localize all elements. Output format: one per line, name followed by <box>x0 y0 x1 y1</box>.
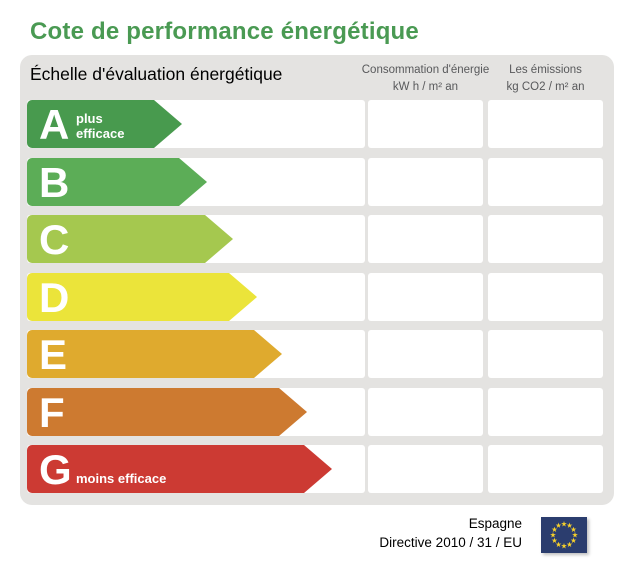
grade-letter: E <box>39 331 68 378</box>
arrow-tip-icon <box>154 100 182 148</box>
rating-bar-C: C <box>27 215 233 263</box>
emissions-value-cell <box>488 330 603 378</box>
rating-bar-track: F <box>27 387 365 436</box>
grade-letter: D <box>39 273 70 321</box>
arrow-tip-icon <box>254 330 282 378</box>
rating-bar-F: F <box>27 387 307 436</box>
rating-bar-track: D <box>27 272 365 321</box>
eu-star-icon <box>561 543 567 549</box>
grade-letter: G <box>39 446 72 493</box>
emissions-column-header: Les émissions kg CO2 / m² an <box>476 62 615 96</box>
rating-bar-track: B <box>27 157 365 206</box>
emissions-value-cell <box>488 387 603 436</box>
footer-text: Espagne Directive 2010 / 31 / EU <box>379 515 522 552</box>
consumption-value-cell <box>368 215 483 263</box>
country-label: Espagne <box>468 516 522 531</box>
eu-star-icon <box>550 532 556 538</box>
emissions-header-line1: Les émissions <box>509 64 582 76</box>
consumption-value-cell <box>368 272 483 321</box>
rating-row-D: D <box>27 272 607 321</box>
grade-letter: F <box>39 388 65 436</box>
eu-star-icon <box>555 522 562 528</box>
eu-star-icon <box>566 541 573 547</box>
eu-star-icon <box>551 537 558 543</box>
rating-bar-track: C <box>27 215 365 263</box>
eu-star-icon <box>570 537 577 543</box>
scale-title: Échelle d'évaluation énergétique <box>30 64 283 84</box>
eu-flag-icon <box>541 517 587 553</box>
eu-star-icon <box>551 526 558 532</box>
eu-star-icon <box>570 526 577 532</box>
rating-row-B: B <box>27 157 607 206</box>
page-title: Cote de performance énergétique <box>30 18 419 45</box>
consumption-value-cell <box>368 387 483 436</box>
rating-bar-E: E <box>27 330 282 378</box>
consumption-value-cell <box>368 100 483 148</box>
eu-star-icon <box>566 522 573 528</box>
arrow-tip-icon <box>229 272 257 321</box>
directive-label: Directive 2010 / 31 / EU <box>379 534 522 550</box>
efficiency-note: plus efficace <box>76 111 125 141</box>
consumption-value-cell <box>368 445 483 493</box>
arrow-tip-icon <box>304 445 332 493</box>
rating-bar-track: E <box>27 330 365 378</box>
emissions-header-units: kg CO2 / m² an <box>506 81 585 93</box>
emissions-value-cell <box>488 445 603 493</box>
rating-panel: Échelle d'évaluation énergétique Consomm… <box>20 55 614 505</box>
grade-letter: A <box>39 101 70 148</box>
consumption-value-cell <box>368 330 483 378</box>
rating-bar-B: B <box>27 157 207 206</box>
rating-row-E: E <box>27 330 607 378</box>
emissions-value-cell <box>488 272 603 321</box>
arrow-tip-icon <box>279 387 307 436</box>
rating-row-C: C <box>27 215 607 263</box>
efficiency-note: moins efficace <box>76 471 167 486</box>
consumption-header-line1: Consommation d'énergie <box>361 64 490 76</box>
emissions-value-cell <box>488 100 603 148</box>
arrow-tip-icon <box>205 215 233 263</box>
consumption-header-units: kW h / m² an <box>392 81 459 93</box>
grade-letter: B <box>39 158 70 206</box>
grade-letter: C <box>39 216 70 263</box>
eu-star-icon <box>555 541 562 547</box>
emissions-value-cell <box>488 215 603 263</box>
consumption-column-header: Consommation d'énergie kW h / m² an <box>356 62 495 96</box>
rating-bar-D: D <box>27 272 257 321</box>
eu-star-icon <box>572 532 578 538</box>
emissions-value-cell <box>488 157 603 206</box>
consumption-value-cell <box>368 157 483 206</box>
eu-star-icon <box>561 521 567 527</box>
rating-row-F: F <box>27 387 607 436</box>
arrow-tip-icon <box>179 157 207 206</box>
